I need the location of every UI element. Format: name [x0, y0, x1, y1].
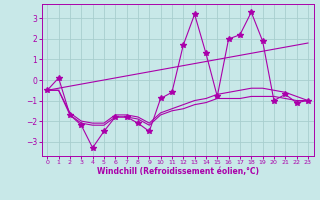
X-axis label: Windchill (Refroidissement éolien,°C): Windchill (Refroidissement éolien,°C): [97, 167, 259, 176]
